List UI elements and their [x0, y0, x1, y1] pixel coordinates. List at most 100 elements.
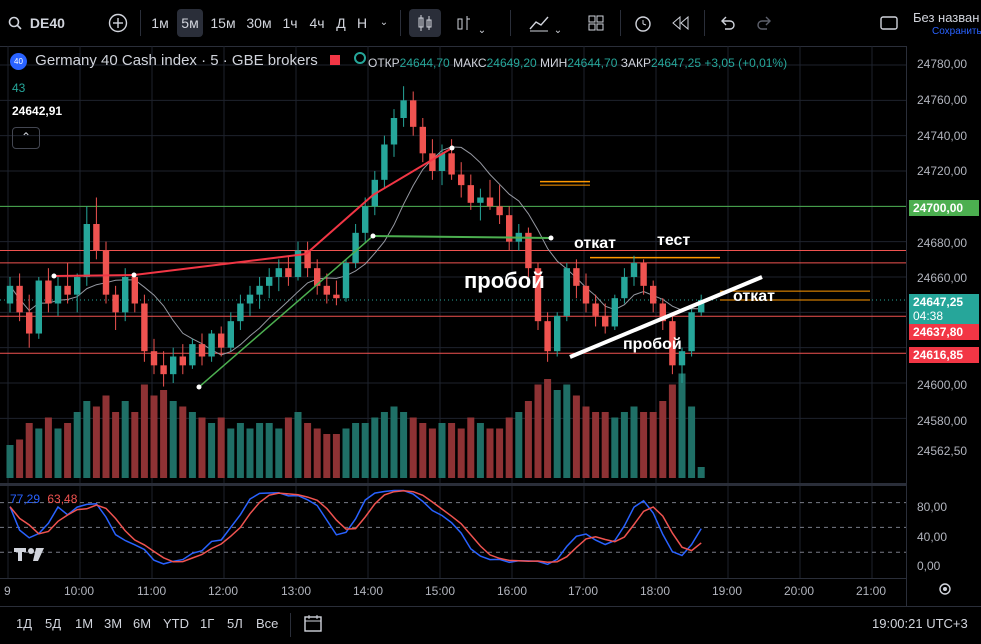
- candle-body: [698, 299, 705, 313]
- last-price-tag: 24647,25: [909, 294, 979, 310]
- candle-body: [381, 144, 388, 180]
- candle-body: [294, 250, 302, 277]
- chart-type-candles-button[interactable]: [409, 9, 441, 37]
- volume-bar: [121, 401, 129, 478]
- bar-countdown: 04:38: [909, 308, 979, 324]
- volume-bar: [630, 406, 638, 478]
- indicators-button[interactable]: ⌄: [520, 9, 570, 37]
- range-1y[interactable]: 1Г: [200, 616, 215, 631]
- volume-bar: [496, 428, 504, 478]
- open-value: 24644,70: [399, 56, 450, 70]
- range-1m[interactable]: 1М: [75, 616, 94, 631]
- trend-line-green: [372, 235, 552, 239]
- timeframe-dropdown[interactable]: ⌄: [373, 9, 395, 37]
- volume-bar: [102, 395, 110, 478]
- candle-body: [352, 232, 359, 263]
- volume-bar: [400, 412, 408, 478]
- low-value: 24644,70: [567, 56, 618, 70]
- timeframe-1h[interactable]: 1ч: [282, 15, 298, 31]
- volume-bar: [16, 439, 24, 478]
- anchor-point: [51, 273, 57, 279]
- high-label: МАКС: [453, 56, 487, 70]
- volume-bar: [659, 401, 667, 478]
- candle-body: [554, 315, 561, 352]
- volume-bar: [668, 384, 676, 478]
- volume-bar: [649, 412, 657, 478]
- trend-line-green: [198, 235, 374, 388]
- alert-button[interactable]: [628, 9, 658, 37]
- collapse-legend-button[interactable]: ⌃: [12, 127, 40, 149]
- candle-body: [266, 277, 273, 286]
- time-tick: 16:00: [497, 584, 528, 598]
- range-1d[interactable]: 1Д: [16, 616, 33, 631]
- close-label: ЗАКР: [620, 56, 651, 70]
- candle-body: [678, 351, 686, 366]
- candle-body: [342, 262, 350, 299]
- range-all[interactable]: Все: [256, 616, 279, 631]
- timeframe-15m[interactable]: 15м: [210, 15, 236, 31]
- timeframe-5m[interactable]: 5м: [177, 9, 203, 37]
- stoch-d-line: [9, 490, 702, 563]
- time-axis[interactable]: 9 10:00 11:00 12:00 13:00 14:00 15:00 16…: [0, 578, 906, 607]
- time-tick: 20:00: [784, 584, 815, 598]
- level-tag-red: 24616,85: [909, 347, 979, 363]
- volume-bar: [486, 428, 494, 478]
- chevron-down-icon: ⌄: [379, 17, 389, 28]
- volume-bar: [438, 423, 446, 478]
- candle-body: [333, 294, 340, 299]
- save-link[interactable]: Сохранить: [932, 26, 981, 37]
- pane-separator[interactable]: [0, 483, 906, 486]
- layout-toggle-button[interactable]: [876, 9, 902, 37]
- time-tick: 10:00: [64, 584, 95, 598]
- timeframe-day[interactable]: Д: [336, 15, 346, 31]
- candle-body: [26, 312, 33, 334]
- candle-body: [198, 344, 206, 357]
- range-5d[interactable]: 5Д: [45, 616, 62, 631]
- range-ytd[interactable]: YTD: [163, 616, 189, 631]
- undo-button[interactable]: [712, 9, 742, 37]
- symbol-badge: 40: [10, 52, 27, 70]
- stoch-tick: 40,00: [917, 530, 948, 544]
- replay-button[interactable]: [666, 9, 696, 37]
- timeframe-4h[interactable]: 4ч: [309, 15, 325, 31]
- candle-body: [74, 277, 81, 295]
- high-value: 24649,20: [486, 56, 537, 70]
- range-5y[interactable]: 5Л: [227, 616, 243, 631]
- chart-canvas[interactable]: [0, 46, 906, 578]
- goto-date-button[interactable]: [303, 613, 323, 636]
- volume-bar: [179, 406, 187, 478]
- price-axis[interactable]: 24780,00 24760,00 24740,00 24720,00 2468…: [906, 46, 981, 606]
- add-symbol-button[interactable]: [104, 9, 132, 37]
- settings-button[interactable]: [937, 581, 953, 602]
- price-tick: 24600,00: [917, 378, 968, 392]
- annotation-pullback-2: откат: [733, 288, 775, 305]
- candle-body: [256, 285, 263, 295]
- candle-body: [304, 250, 311, 269]
- instrument-title[interactable]: Germany 40 Cash index · 5 · GBE brokers: [35, 52, 318, 69]
- search-icon: [8, 15, 26, 31]
- candle-body: [573, 268, 580, 286]
- chevron-up-icon: ⌃: [20, 130, 32, 144]
- volume-bar: [294, 412, 302, 478]
- candle-body: [630, 262, 638, 277]
- symbol-label: DE40: [29, 15, 65, 31]
- timeframe-30m[interactable]: 30м: [246, 15, 272, 31]
- indicators-style-button[interactable]: ⌄: [450, 9, 490, 37]
- clock-timezone[interactable]: 19:00:21 UTC+3: [872, 616, 968, 631]
- timeframe-week[interactable]: Н: [356, 15, 368, 31]
- redo-button[interactable]: [750, 9, 780, 37]
- stoch-k-line: [9, 489, 702, 566]
- chart-legend: 40 Germany 40 Cash index · 5 · GBE broke…: [10, 52, 367, 70]
- layouts-button[interactable]: [582, 9, 610, 37]
- flag-icon: [329, 55, 340, 65]
- candle-body: [6, 285, 14, 304]
- range-3m[interactable]: 3М: [104, 616, 123, 631]
- symbol-search[interactable]: DE40: [8, 9, 68, 37]
- anchor-point: [548, 235, 554, 241]
- candle-body: [534, 268, 542, 322]
- range-6m[interactable]: 6М: [133, 616, 152, 631]
- candle-body: [275, 268, 282, 277]
- candle-body: [582, 285, 590, 304]
- timeframe-1m[interactable]: 1м: [151, 15, 169, 31]
- layout-title[interactable]: Без назван: [913, 10, 980, 25]
